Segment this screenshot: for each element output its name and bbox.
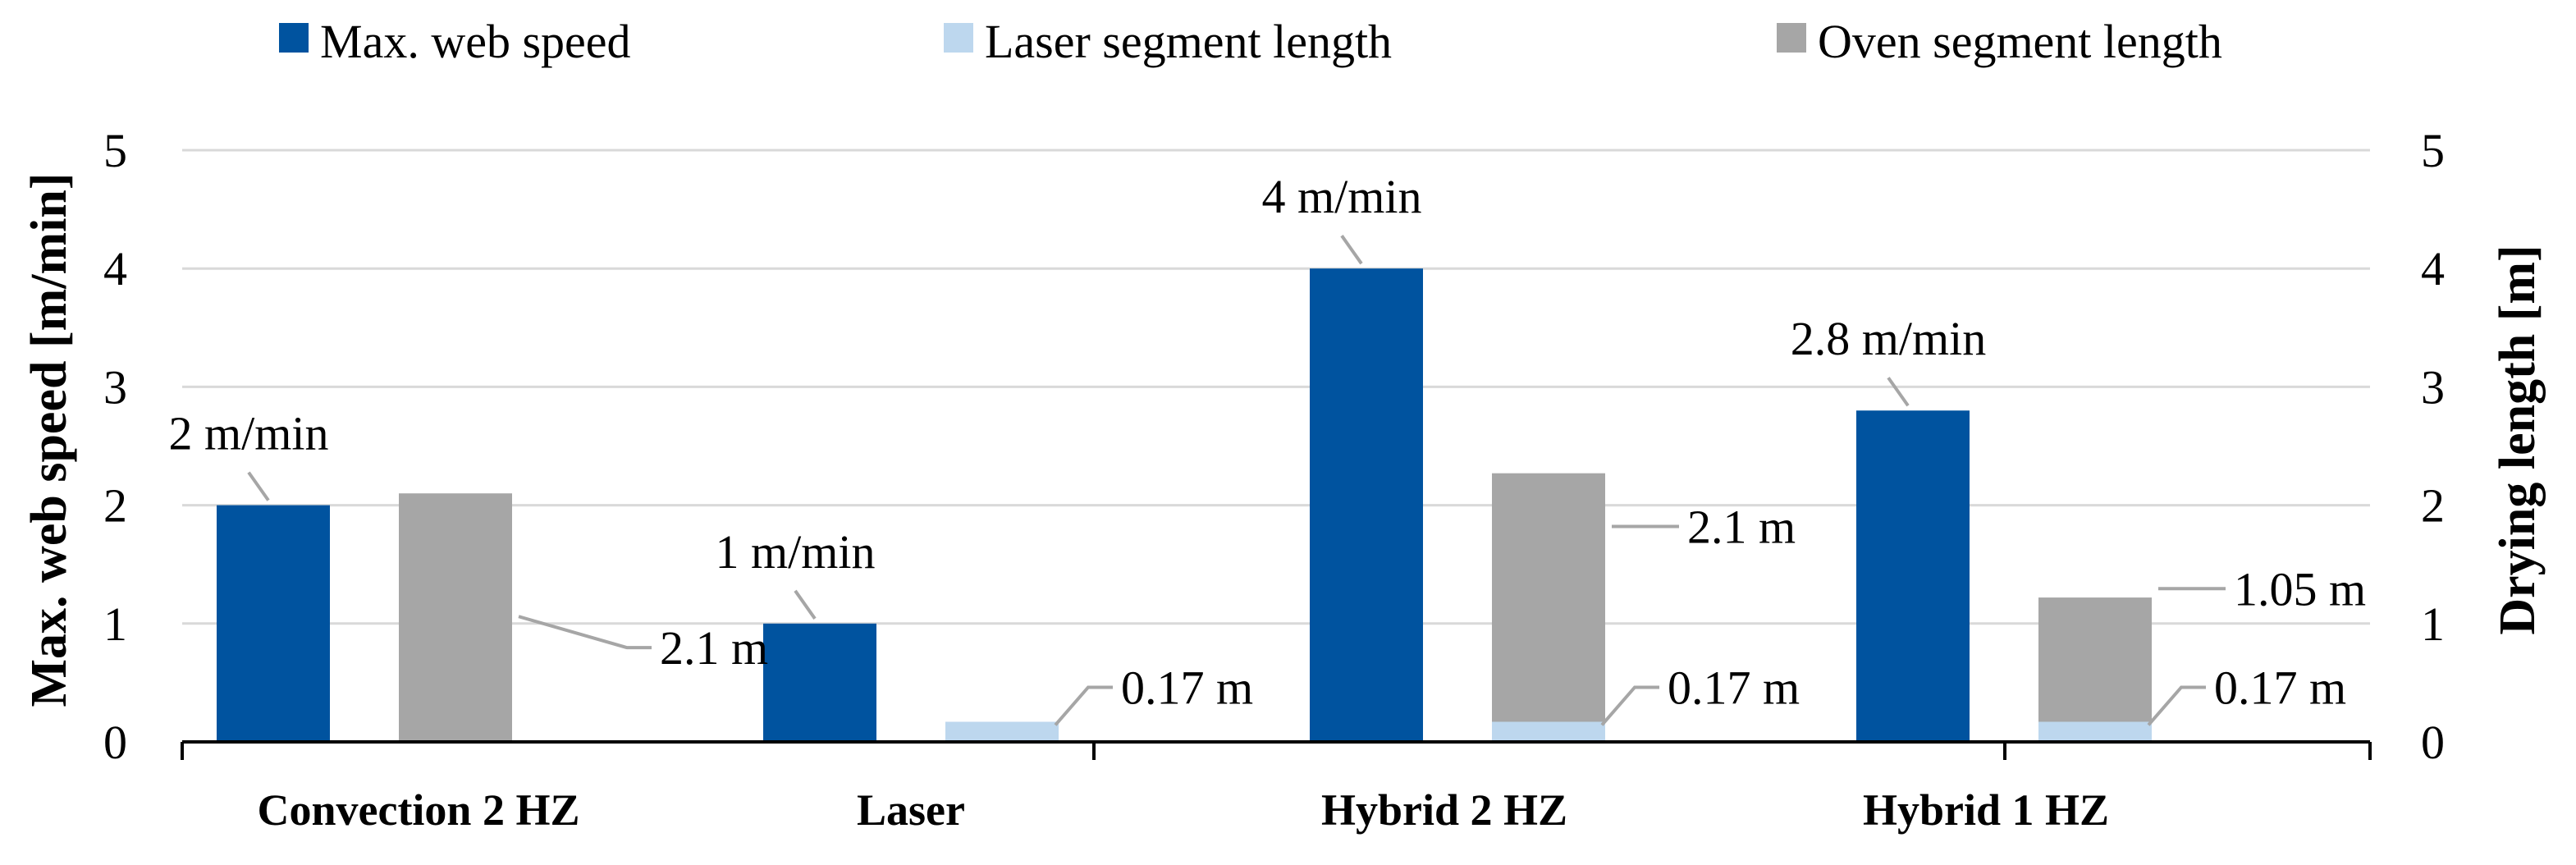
legend-swatch	[279, 23, 309, 53]
bar-oven-segment	[399, 493, 512, 742]
left-tick-label: 4	[103, 242, 127, 295]
legend-label: Laser segment length	[985, 15, 1392, 68]
bar-max-web-speed	[763, 623, 876, 742]
left-tick-label: 3	[103, 360, 127, 414]
data-label-leader	[794, 589, 817, 620]
right-tick-label: 1	[2421, 597, 2445, 651]
category-label: Hybrid 1 HZ	[1863, 785, 2109, 835]
right-tick-label: 0	[2421, 716, 2445, 769]
data-label-laser-segment: 0.17 m	[2214, 661, 2346, 714]
bar-max-web-speed	[217, 505, 330, 742]
right-tick-label: 4	[2421, 242, 2445, 295]
legend-swatch	[1777, 23, 1806, 53]
data-label-max-web-speed: 2.8 m/min	[1791, 312, 1986, 365]
bar-laser-segment	[1492, 721, 1605, 742]
gridlines	[182, 149, 2370, 625]
left-tick-label: 5	[103, 124, 127, 177]
category-label: Laser	[857, 785, 965, 835]
data-label-leader	[1054, 685, 1113, 726]
data-labels: 2 m/min 1 m/min 4 m/min 2.8 m/min 2.1 m 2.1 m…	[169, 170, 2366, 726]
legend: Max. web speed Laser segment length Oven s…	[279, 15, 2222, 68]
bar-oven-segment	[2038, 597, 2152, 722]
bar-laser-segment	[945, 721, 1059, 742]
left-tick-label: 0	[103, 716, 127, 769]
data-label-leader	[247, 471, 270, 501]
left-tick-label: 1	[103, 597, 127, 651]
bar-oven-segment	[1492, 473, 1605, 722]
left-axis-title: Max. web speed [m/min]	[21, 173, 77, 707]
data-label-max-web-speed: 2 m/min	[169, 407, 329, 460]
bar-laser-segment	[2038, 721, 2152, 742]
data-label-leader	[1340, 235, 1363, 265]
category-label: Hybrid 2 HZ	[1321, 785, 1567, 835]
data-label-leader	[518, 615, 652, 650]
right-tick-label: 3	[2421, 360, 2445, 414]
data-label-max-web-speed: 1 m/min	[716, 525, 876, 579]
left-tick-label: 2	[103, 479, 127, 533]
legend-swatch	[944, 23, 973, 53]
data-label-laser-segment: 0.17 m	[1668, 661, 1800, 714]
data-label-laser-segment: 0.17 m	[1121, 661, 1253, 714]
data-label-leader	[1600, 685, 1659, 726]
legend-label: Oven segment length	[1818, 15, 2222, 68]
right-tick-label: 5	[2421, 124, 2445, 177]
data-label-oven-segment: 2.1 m	[660, 621, 768, 675]
category-label: Convection 2 HZ	[257, 785, 579, 835]
tick-labels: 0 1 2 3 4 5 0 1 2 3 4 5 Convection 2 HZ Laser Hybrid 2…	[103, 124, 2445, 835]
legend-label: Max. web speed	[320, 15, 631, 68]
data-label-leader	[1887, 377, 1910, 407]
axes	[181, 740, 2372, 760]
data-label-oven-segment: 1.05 m	[2234, 562, 2366, 616]
bar-max-web-speed	[1856, 410, 1970, 742]
data-label-oven-segment: 2.1 m	[1687, 501, 1796, 554]
bar-max-web-speed	[1310, 268, 1423, 742]
bars	[217, 268, 2152, 742]
right-tick-label: 2	[2421, 479, 2445, 533]
data-label-leader	[2147, 685, 2206, 726]
data-label-max-web-speed: 4 m/min	[1262, 170, 1422, 223]
right-axis-title: Drying length [m]	[2490, 245, 2546, 634]
